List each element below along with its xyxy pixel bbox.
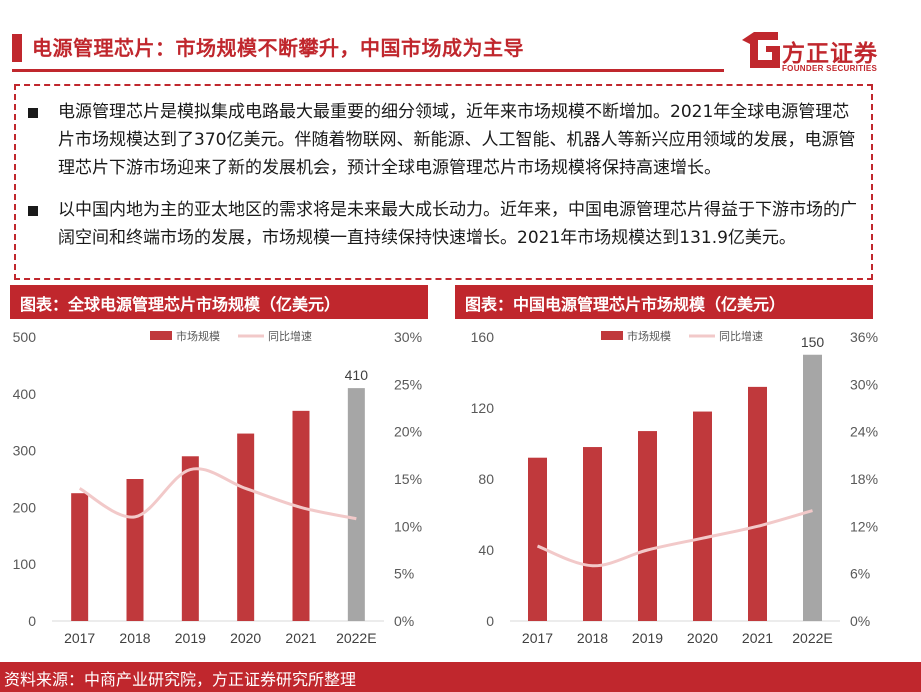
y2-tick-label: 25% <box>394 376 422 392</box>
bar <box>748 386 767 621</box>
x-tick-label: 2018 <box>577 630 608 646</box>
y-tick-label: 300 <box>13 443 37 459</box>
y2-tick-label: 0% <box>394 613 414 629</box>
legend-label: 市场规模 <box>176 329 220 343</box>
y2-tick-label: 15% <box>394 471 422 487</box>
page-title: 电源管理芯片：市场规模不断攀升，中国市场成为主导 <box>32 36 524 60</box>
bullet-square-icon <box>28 206 38 216</box>
bar <box>181 456 199 621</box>
source-note: 资料来源：中商产业研究院，方正证券研究所整理 <box>4 670 357 689</box>
y2-tick-label: 10% <box>394 518 422 534</box>
bar <box>71 493 89 621</box>
x-tick-label: 2020 <box>230 630 261 646</box>
bar <box>583 447 602 621</box>
x-tick-label: 2019 <box>175 630 206 646</box>
x-tick-label: 2020 <box>687 630 718 646</box>
x-tick-label: 2021 <box>285 630 316 646</box>
y-tick-label: 500 <box>13 329 37 345</box>
y2-tick-label: 6% <box>850 566 870 582</box>
global-market-chart: 0 100 200 300 400 500 0% 5% 10% 15% 20% 25% 30% 2017 2… <box>13 329 422 646</box>
right-chart-title: 图表：中国电源管理芯片市场规模（亿美元） <box>465 295 786 314</box>
bar <box>528 457 547 621</box>
y-tick-label: 0 <box>28 613 36 629</box>
x-tick-label: 2018 <box>119 630 150 646</box>
y-tick-label: 80 <box>478 471 494 487</box>
y-tick-label: 200 <box>13 499 37 515</box>
x-tick-label: 2022E <box>336 630 376 646</box>
right-chart-header: 图表：中国电源管理芯片市场规模（亿美元） <box>455 285 873 319</box>
bar <box>292 410 310 621</box>
x-tick-label: 2019 <box>632 630 663 646</box>
x-tick-label: 2022E <box>792 630 832 646</box>
y-tick-label: 0 <box>486 613 494 629</box>
y2-tick-label: 0% <box>850 613 870 629</box>
y-tick-label: 400 <box>13 386 37 402</box>
growth-line <box>536 509 813 568</box>
legend-label: 同比增速 <box>268 329 312 343</box>
growth-line <box>78 467 357 521</box>
left-chart-title: 图表：全球电源管理芯片市场规模（亿美元） <box>20 295 341 314</box>
x-tick-label: 2017 <box>522 630 553 646</box>
logo-text-en: FOUNDER SECURITIES <box>782 64 878 73</box>
bar <box>347 388 365 621</box>
bar <box>237 433 255 621</box>
legend-label: 市场规模 <box>627 329 671 343</box>
bar <box>803 354 822 621</box>
y2-tick-label: 12% <box>850 518 878 534</box>
y-tick-label: 40 <box>478 542 494 558</box>
x-tick-label: 2017 <box>64 630 95 646</box>
legend-bar-swatch <box>150 331 172 340</box>
china-market-chart: 0 40 80 120 160 0% 6% 12% 18% 24% 30% 36% 2017 2018 20… <box>471 329 878 646</box>
y2-tick-label: 36% <box>850 329 878 345</box>
bar <box>638 431 657 621</box>
y2-tick-label: 20% <box>394 424 422 440</box>
title-underline <box>12 69 724 72</box>
data-label: 150 <box>801 334 825 350</box>
y2-tick-label: 18% <box>850 471 878 487</box>
y2-tick-label: 5% <box>394 566 414 582</box>
bar <box>126 479 144 621</box>
y-tick-label: 100 <box>13 556 37 572</box>
bullet-square-icon <box>28 108 38 118</box>
founder-logo-icon <box>742 32 780 68</box>
title-accent-bar <box>12 34 22 62</box>
logo-text-cn: 方正证券 <box>782 41 878 67</box>
summary-box: 电源管理芯片是模拟集成电路最大最重要的细分领域，近年来市场规模不断增加。2021… <box>14 84 873 280</box>
data-label: 410 <box>345 367 369 383</box>
x-tick-label: 2021 <box>742 630 773 646</box>
y2-tick-label: 24% <box>850 424 878 440</box>
bullet-text: 电源管理芯片是模拟集成电路最大最重要的细分领域，近年来市场规模不断增加。2021… <box>58 102 856 178</box>
y-tick-label: 120 <box>471 400 495 416</box>
bar <box>693 411 712 621</box>
footer-bar: 资料来源：中商产业研究院，方正证券研究所整理 <box>0 662 921 692</box>
y2-tick-label: 30% <box>394 329 422 345</box>
legend-bar-swatch <box>601 331 623 340</box>
bullet-text: 以中国内地为主的亚太地区的需求将是未来最大成长动力。近年来，中国电源管理芯片得益… <box>58 200 857 248</box>
legend-label: 同比增速 <box>719 329 763 343</box>
y-tick-label: 160 <box>471 329 495 345</box>
y2-tick-label: 30% <box>850 376 878 392</box>
left-chart-header: 图表：全球电源管理芯片市场规模（亿美元） <box>10 285 428 319</box>
